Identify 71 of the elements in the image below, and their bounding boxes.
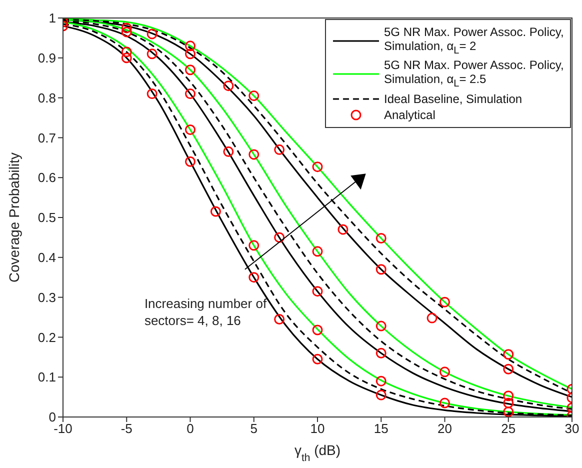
- point: [503, 398, 514, 408]
- x-tick-label: -5: [120, 421, 132, 436]
- point: [503, 406, 514, 417]
- point: [274, 314, 285, 324]
- point: [185, 156, 196, 167]
- point: [248, 149, 260, 160]
- point: [376, 264, 386, 275]
- y-tick-label: 0.7: [38, 130, 56, 146]
- point: [274, 144, 285, 155]
- y-tick-label: 0.3: [38, 290, 56, 305]
- y-axis-title: Coverage Probability: [6, 152, 22, 282]
- point: [440, 398, 450, 408]
- point: [248, 240, 260, 251]
- point: [376, 348, 386, 358]
- point: [312, 354, 323, 364]
- x-tick-label: 0: [186, 421, 194, 436]
- point: [248, 272, 260, 283]
- point: [274, 232, 285, 243]
- point: [503, 390, 514, 402]
- y-tick-label: 0: [48, 410, 56, 425]
- point: [223, 146, 234, 157]
- legend-label: 5G NR Max. Power Assoc. Policy, Simulation, α$_{L}$= 2.5: [384, 58, 564, 90]
- x-tick-label: 5: [250, 421, 258, 436]
- point: [185, 64, 196, 76]
- point: [223, 80, 234, 92]
- point: [121, 46, 132, 58]
- point: [185, 124, 196, 135]
- point: [503, 349, 514, 360]
- legend-label: Ideal Baseline, Simulation: [384, 92, 522, 106]
- y-tick-label: 0.5: [38, 210, 56, 226]
- y-tick-label: 1: [48, 10, 56, 26]
- point: [338, 224, 348, 235]
- point: [376, 376, 386, 386]
- point: [440, 296, 450, 308]
- y-tick-label: 0.1: [38, 370, 56, 385]
- x-tick-label: 10: [310, 421, 325, 436]
- point: [376, 390, 386, 400]
- y-tick-label: 0.9: [38, 50, 56, 66]
- point: [146, 48, 158, 60]
- point: [248, 90, 260, 102]
- y-tick-label: 0.8: [38, 90, 56, 106]
- x-tick-label: 20: [438, 421, 452, 436]
- point: [185, 40, 196, 52]
- point: [185, 48, 196, 60]
- point: [121, 52, 132, 64]
- point: [312, 246, 323, 257]
- point: [121, 26, 132, 38]
- x-tick-label: -10: [54, 421, 72, 436]
- x-axis-title: γ$_{th}$ (dB): [294, 442, 341, 464]
- point: [376, 320, 386, 332]
- legend-label: 5G NR Max. Power Assoc. Policy, Simulation, α$_{L}$= 2: [384, 25, 564, 56]
- point: [440, 366, 450, 378]
- point: [146, 88, 158, 100]
- y-tick-label: 0.2: [38, 330, 56, 345]
- point: [376, 233, 386, 244]
- x-tick-label: 30: [564, 421, 580, 436]
- point: [312, 162, 323, 172]
- point: [426, 312, 438, 324]
- x-tick-label: 25: [501, 421, 516, 436]
- y-tick-label: 0.6: [38, 170, 56, 186]
- annotation: Increasing number of sectors= 4, 8, 16: [144, 295, 268, 330]
- point: [210, 206, 221, 217]
- point: [121, 22, 132, 34]
- point: [146, 28, 158, 40]
- point: [503, 364, 514, 374]
- y-tick-label: 0.4: [38, 250, 56, 266]
- point: [312, 286, 323, 297]
- point: [312, 324, 323, 336]
- x-tick-label: 15: [374, 421, 388, 436]
- legend-label: Analytical: [384, 108, 436, 122]
- point: [185, 88, 196, 100]
